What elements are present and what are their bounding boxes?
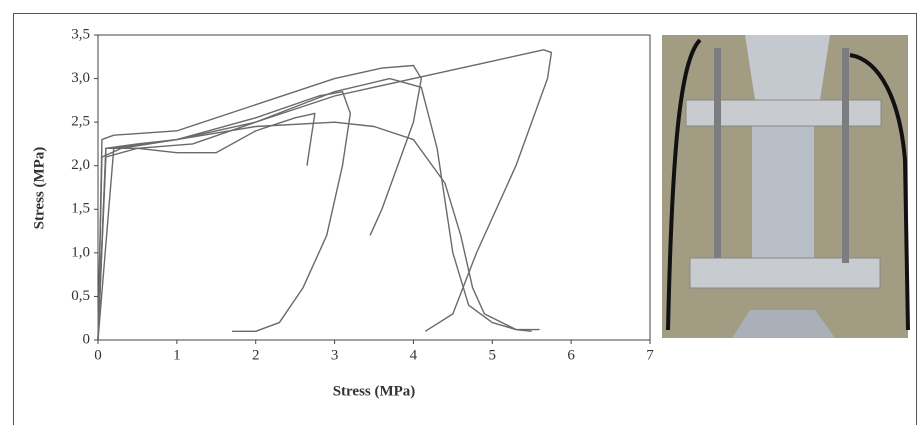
- curve: [97, 112, 316, 341]
- frame: [13, 13, 917, 425]
- x-axis-label: Stress (MPa): [333, 383, 416, 399]
- photo: [662, 35, 910, 338]
- gauge-left: [714, 48, 721, 258]
- lower-clamp: [689, 257, 881, 289]
- y-axis-label: Stress (MPa): [31, 147, 47, 230]
- x-tick-label: 3: [331, 347, 339, 363]
- x-tick-label: 7: [646, 347, 654, 363]
- x-tick-label: 4: [410, 347, 418, 363]
- y-tick-label: 3,0: [71, 70, 90, 86]
- curve: [97, 77, 540, 341]
- y-tick-label: 0: [83, 331, 91, 347]
- curve: [97, 121, 532, 341]
- curve: [97, 49, 553, 341]
- specimen-top: [745, 35, 830, 100]
- y-tick-label: 3,5: [71, 26, 90, 42]
- curve: [97, 90, 352, 341]
- x-tick-label: 0: [94, 347, 102, 363]
- x-tick-label: 6: [567, 347, 575, 363]
- cable: [666, 38, 702, 331]
- curve: [97, 64, 423, 341]
- specimen: [752, 100, 814, 270]
- x-tick-label: 5: [489, 347, 497, 363]
- specimen-bottom: [732, 310, 835, 338]
- gauge-right: [842, 48, 849, 263]
- plot-area: [97, 34, 651, 341]
- y-tick-label: 1,0: [71, 244, 90, 260]
- y-tick-label: 2,5: [71, 114, 90, 130]
- y-tick-label: 1,5: [71, 201, 90, 217]
- x-tick-label: 2: [252, 347, 260, 363]
- y-tick-label: 2,0: [71, 157, 90, 173]
- cable: [849, 53, 910, 331]
- y-tick-label: 0,5: [71, 288, 90, 304]
- x-tick-label: 1: [173, 347, 181, 363]
